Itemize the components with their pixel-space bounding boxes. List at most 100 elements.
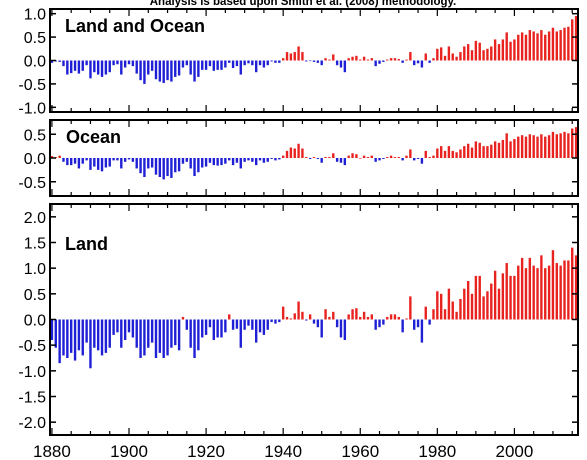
bar-1971 [401,319,404,333]
bar-1968 [389,58,393,61]
bar-1958 [351,153,354,158]
bar-2001 [517,136,520,159]
bar-1999 [509,41,512,61]
bar-1883 [62,60,65,67]
y-tick-label: -0.5 [18,77,46,94]
bar-1946 [305,319,308,321]
bar-1882 [58,155,61,159]
bar-1880 [50,60,54,63]
bar-2009 [547,31,551,61]
bar-2015 [571,19,574,61]
bar-1929 [239,60,242,75]
bar-1979 [432,155,435,159]
bar-1998 [505,263,508,320]
bar-1906 [150,319,154,343]
bar-1971 [401,60,404,63]
bar-1956 [343,158,347,166]
bar-1975 [416,158,420,159]
bar-1970 [397,59,400,61]
bar-1899 [123,158,127,162]
bar-1951 [324,309,327,320]
bar-1918 [197,319,200,351]
bar-1916 [189,60,192,75]
bar-1908 [158,158,162,177]
bar-1978 [428,319,431,325]
bar-1937 [270,60,273,62]
bar-1896 [112,319,115,335]
y-tick-label: 0.5 [24,287,46,304]
bar-1886 [73,60,77,71]
bar-1993 [486,146,489,159]
bar-1990 [474,40,478,61]
bar-1895 [108,60,111,73]
bar-1935 [262,158,266,163]
bar-1890 [89,60,92,79]
bar-1993 [486,291,489,320]
bar-1906 [150,60,154,71]
bar-1957 [347,58,350,61]
y-tick-label: 1.0 [24,7,46,24]
bar-1959 [355,308,358,320]
bar-1882 [58,60,61,62]
bar-1917 [193,158,196,177]
bar-1968 [389,314,393,320]
bar-1934 [258,158,262,161]
bar-1954 [335,319,339,328]
bar-1917 [193,319,196,358]
x-tick-label: 1940 [264,442,302,460]
bar-1961 [362,155,366,159]
bar-1910 [166,60,169,81]
bar-1916 [189,319,192,348]
bar-2011 [555,263,558,320]
bar-1947 [308,314,312,320]
bar-1902 [135,319,138,348]
bar-1988 [466,281,470,320]
bar-1987 [463,46,466,61]
bar-1902 [135,60,138,74]
bar-1902 [135,158,138,169]
bar-1907 [154,319,158,358]
bar-1953 [332,54,335,61]
bar-1905 [147,60,150,75]
bar-1997 [501,139,505,158]
panel-1: 0.5 0.0 -0.5 Ocean [18,119,579,197]
bar-1982 [443,150,447,159]
bar-1897 [116,319,119,333]
bar-1883 [62,319,65,356]
bar-1968 [389,155,393,159]
bar-1888 [81,319,84,356]
bar-1927 [231,319,235,330]
bar-1998 [505,32,508,61]
bar-1901 [131,158,135,162]
bar-1944 [297,46,300,61]
bar-2000 [513,39,516,61]
bar-1960 [359,316,362,320]
bar-1957 [347,314,350,320]
bar-1930 [243,158,246,162]
bar-1933 [255,60,258,73]
bar-1991 [478,42,481,61]
bar-1964 [374,319,377,330]
bar-2014 [567,26,570,61]
bar-1922 [212,319,215,341]
bar-2011 [555,31,558,61]
bar-1934 [258,319,262,333]
bar-1954 [335,60,339,66]
bar-1913 [177,158,181,172]
bar-1983 [447,146,451,159]
bar-1923 [216,60,219,70]
bar-2003 [524,268,528,320]
bar-1985 [455,152,458,158]
bar-1889 [85,60,88,66]
bar-1982 [443,309,447,320]
bar-1996 [497,44,501,61]
bar-1952 [328,157,331,158]
bar-1930 [243,60,246,66]
bar-1960 [359,158,362,159]
bar-2015 [571,247,574,320]
bar-1939 [278,158,281,160]
bar-1966 [382,319,385,325]
bar-1942 [289,318,293,320]
bar-2000 [513,139,516,158]
bar-1949 [316,319,320,328]
